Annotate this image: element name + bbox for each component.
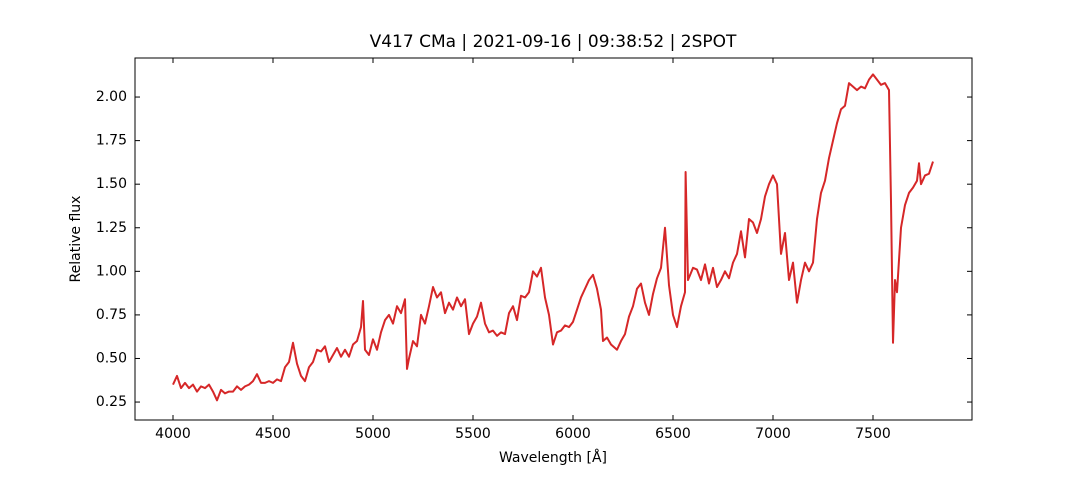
y-tick-label: 0.75 [96, 307, 127, 323]
y-tick-label: 1.50 [96, 176, 127, 192]
y-tick-label: 2.00 [96, 89, 127, 105]
y-tick-label: 0.50 [96, 350, 127, 366]
x-tick-label: 5500 [455, 426, 491, 442]
x-tick-label: 7000 [755, 426, 791, 442]
plot-frame [134, 57, 973, 421]
x-tick-label: 5000 [355, 426, 391, 442]
y-tick-label: 1.25 [96, 220, 127, 236]
y-tick-label: 1.75 [96, 133, 127, 149]
spectrum-line [172, 73, 934, 402]
x-tick-label: 6500 [655, 426, 691, 442]
x-tick-label: 6000 [555, 426, 591, 442]
x-tick-label: 4500 [255, 426, 291, 442]
y-tick-label: 1.00 [96, 263, 127, 279]
x-tick-label: 4000 [155, 426, 191, 442]
chart-title: V417 CMa | 2021-09-16 | 09:38:52 | 2SPOT [370, 32, 737, 52]
y-tick-label: 0.25 [96, 394, 127, 410]
x-tick-label: 7500 [855, 426, 891, 442]
x-axis-label: Wavelength [Å] [499, 449, 607, 466]
y-axis-label: Relative flux [68, 196, 84, 283]
